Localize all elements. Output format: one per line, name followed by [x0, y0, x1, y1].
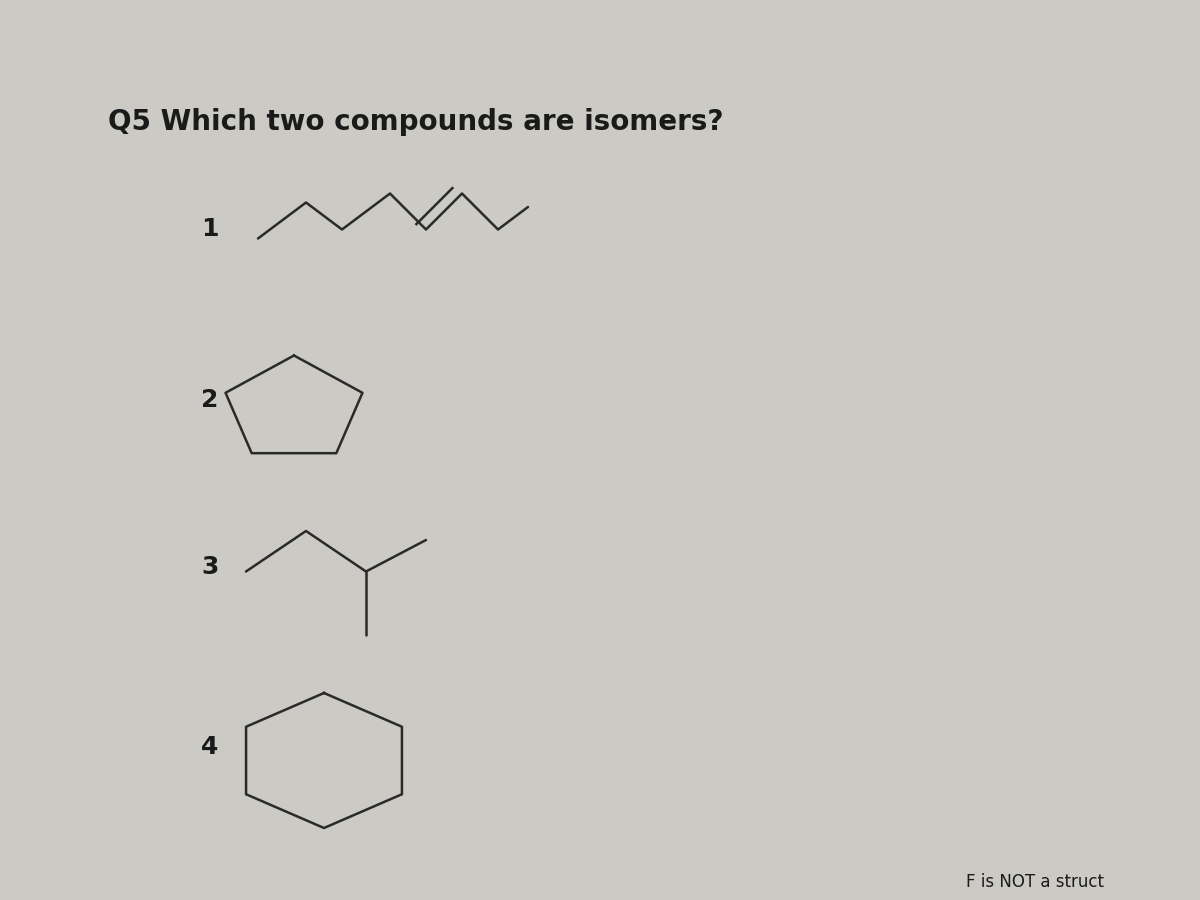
- Text: Q5 Which two compounds are isomers?: Q5 Which two compounds are isomers?: [108, 108, 724, 136]
- Text: 4: 4: [202, 735, 218, 759]
- Text: 3: 3: [202, 555, 218, 579]
- Text: 1: 1: [202, 218, 218, 241]
- Text: 2: 2: [202, 389, 218, 412]
- Text: F is NOT a struct: F is NOT a struct: [966, 873, 1104, 891]
